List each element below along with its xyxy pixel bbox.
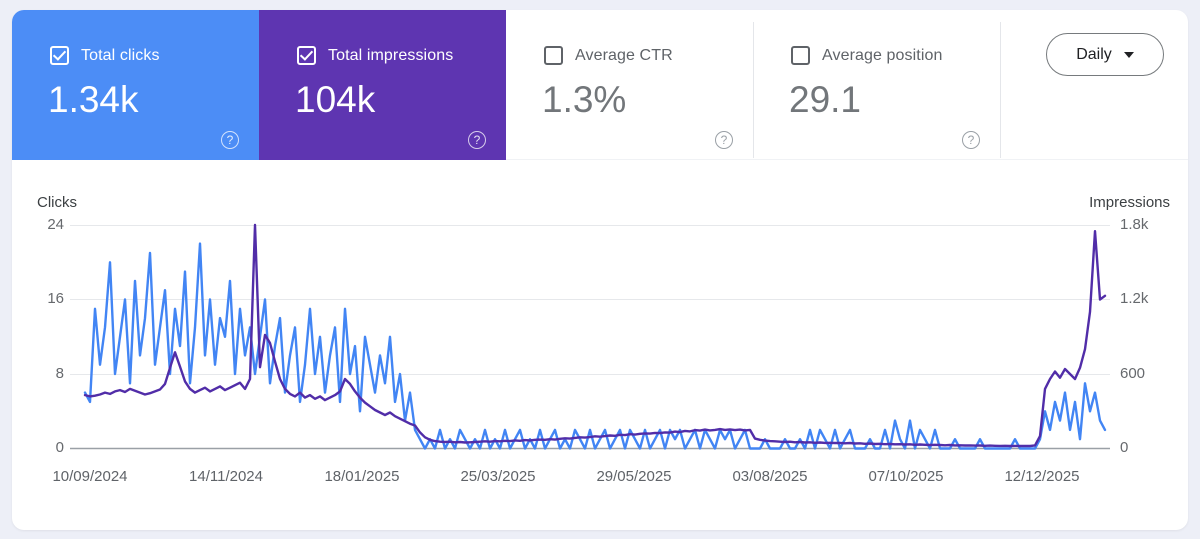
- left-ytick: 16: [47, 290, 64, 307]
- xtick: 14/11/2024: [189, 468, 263, 485]
- left-axis-title: Clicks: [37, 194, 77, 211]
- left-ytick: 8: [55, 365, 64, 382]
- total-impressions-value: 104k: [295, 79, 376, 120]
- card-head: Average CTR: [544, 46, 673, 65]
- card-label: Total impressions: [328, 46, 454, 64]
- total-clicks-checkbox[interactable]: [50, 46, 69, 65]
- help-icon[interactable]: ?: [221, 131, 239, 149]
- date-granularity-dropdown[interactable]: Daily: [1046, 33, 1164, 76]
- average-position-checkbox[interactable]: [791, 46, 810, 65]
- xtick: 29/05/2025: [596, 468, 672, 485]
- metric-card-total-impressions[interactable]: Total impressions 104k ?: [259, 10, 506, 160]
- right-ytick: 1.8k: [1120, 216, 1149, 233]
- average-ctr-checkbox[interactable]: [544, 46, 563, 65]
- total-clicks-value: 1.34k: [48, 79, 139, 120]
- card-divider: [1000, 22, 1001, 158]
- metric-card-average-ctr[interactable]: Average CTR 1.3% ?: [506, 10, 753, 160]
- metric-card-average-position[interactable]: Average position 29.1 ?: [753, 10, 1000, 160]
- help-icon[interactable]: ?: [468, 131, 486, 149]
- left-ytick: 24: [47, 216, 64, 233]
- performance-panel: Total clicks 1.34k ? Total impressions 1…: [12, 10, 1188, 530]
- right-ytick: 600: [1120, 365, 1146, 382]
- metric-card-total-clicks[interactable]: Total clicks 1.34k ?: [12, 10, 259, 160]
- card-divider: [753, 22, 754, 158]
- chevron-down-icon: [1123, 51, 1134, 58]
- help-icon[interactable]: ?: [962, 131, 980, 149]
- average-ctr-value: 1.3%: [542, 79, 627, 120]
- xtick: 18/01/2025: [324, 468, 400, 485]
- xtick: 07/10/2025: [868, 468, 944, 485]
- left-ytick: 0: [55, 439, 64, 456]
- right-axis-title: Impressions: [1089, 194, 1170, 211]
- xtick: 03/08/2025: [732, 468, 808, 485]
- card-label: Average position: [822, 46, 943, 64]
- metric-cards-row: Total clicks 1.34k ? Total impressions 1…: [12, 10, 1188, 160]
- card-head: Total impressions: [297, 46, 453, 65]
- average-position-value: 29.1: [789, 79, 862, 120]
- total-impressions-checkbox[interactable]: [297, 46, 316, 65]
- help-icon[interactable]: ?: [715, 131, 733, 149]
- card-label: Average CTR: [575, 46, 673, 64]
- granularity-value: Daily: [1076, 45, 1112, 63]
- xtick: 10/09/2024: [52, 468, 128, 485]
- card-head: Average position: [791, 46, 943, 65]
- card-label: Total clicks: [81, 46, 160, 64]
- right-ytick: 0: [1120, 439, 1129, 456]
- xtick: 25/03/2025: [460, 468, 536, 485]
- right-ytick: 1.2k: [1120, 290, 1149, 307]
- card-head: Total clicks: [50, 46, 160, 65]
- xtick: 12/12/2025: [1004, 468, 1080, 485]
